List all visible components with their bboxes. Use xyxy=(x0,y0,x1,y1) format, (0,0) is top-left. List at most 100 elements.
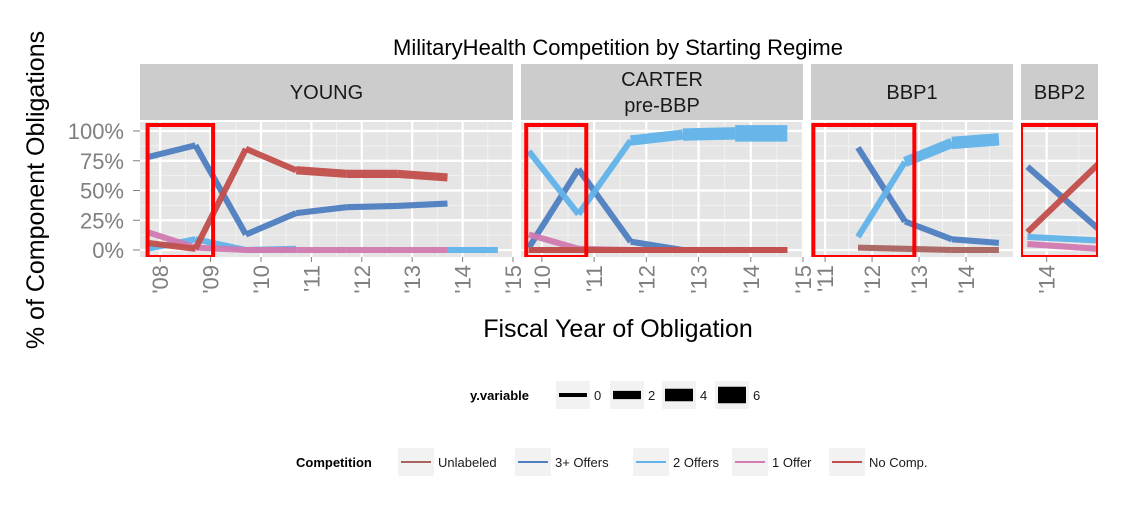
line-segment xyxy=(527,231,580,252)
legend-item-1-offer: 1 Offer xyxy=(732,448,812,476)
x-axis-young: '08 '09 '10 '11 '12 '13 '14 '15 xyxy=(148,257,526,294)
line-segment xyxy=(396,169,448,182)
color-legend-label: Unlabeled xyxy=(438,455,497,470)
line-segment xyxy=(147,239,196,252)
line-segment xyxy=(195,244,246,254)
size-legend-label: 2 xyxy=(648,388,655,403)
legend-item-2-offers: 2 Offers xyxy=(633,448,720,476)
size-legend: y.variable 0 2 4 6 xyxy=(470,381,760,409)
x-tick-label: '13 xyxy=(400,265,425,294)
panel-bbp1: BBP1 '11 '12 '13 '14 xyxy=(811,64,1013,294)
color-legend-label: 3+ Offers xyxy=(555,455,609,470)
line-segment xyxy=(295,166,347,178)
line-segment xyxy=(857,244,906,252)
line-segment xyxy=(904,245,953,254)
size-legend-title: y.variable xyxy=(470,388,529,403)
x-tick-label: '15 xyxy=(791,265,816,294)
y-axis-title: % of Component Obligations xyxy=(22,31,50,349)
series-no-comp xyxy=(1025,162,1098,235)
panel-plot-area xyxy=(1021,122,1098,257)
line-segment xyxy=(244,146,298,174)
size-legend-label: 4 xyxy=(700,388,707,403)
x-tick-label: '14 xyxy=(1035,265,1060,294)
y-tick-label: 25% xyxy=(80,208,124,233)
chart-title: MilitaryHealth Competition by Starting R… xyxy=(393,35,843,60)
line-segment xyxy=(1027,233,1098,244)
line-segment xyxy=(526,149,581,217)
x-tick-label: '12 xyxy=(350,265,375,294)
panel-plot-area xyxy=(140,122,513,257)
x-tick-label: '12 xyxy=(634,265,659,294)
strip-young xyxy=(140,64,513,120)
strip-bbp1 xyxy=(811,64,1013,120)
color-legend-label: 1 Offer xyxy=(772,455,812,470)
color-legend-title: Competition xyxy=(296,455,372,470)
x-tick-label: '10 xyxy=(530,265,555,294)
x-tick-label: '14 xyxy=(739,265,764,294)
x-tick-label: '09 xyxy=(199,265,224,294)
color-legend: Competition Unlabeled 3+ Offers 2 Offers 1 O… xyxy=(296,448,928,476)
legend-item-unlabeled: Unlabeled xyxy=(398,448,497,476)
line-segment xyxy=(396,200,448,210)
x-tick-label: '11 xyxy=(299,265,324,292)
highlight-box xyxy=(1021,123,1098,257)
y-tick-label: 50% xyxy=(80,179,124,204)
x-tick-label: '10 xyxy=(249,265,274,294)
x-axis-carter-pre-bbp: '10 '11 '12 '13 '14 '15 xyxy=(530,257,816,294)
series-1-offer xyxy=(146,229,448,254)
strip-label: BBP1 xyxy=(886,82,937,104)
x-tick-label: '13 xyxy=(687,265,712,294)
size-legend-label: 6 xyxy=(753,388,760,403)
y-tick-label: 75% xyxy=(80,149,124,174)
line-segment xyxy=(1027,241,1098,252)
highlight-box xyxy=(524,123,589,257)
strip-carter-pre-bbp xyxy=(521,64,803,120)
line-segment xyxy=(855,146,908,224)
legend-item-no-comp: No Comp. xyxy=(829,448,928,476)
x-tick-label: '11 xyxy=(813,265,838,292)
series-1-offer xyxy=(1027,241,1098,252)
panel-plot-area xyxy=(521,122,803,257)
x-axis-title: Fiscal Year of Obligation xyxy=(483,315,753,343)
x-tick-label: '11 xyxy=(582,265,607,292)
series-no-comp xyxy=(147,146,448,252)
color-legend-label: 2 Offers xyxy=(673,455,720,470)
line-segment xyxy=(146,142,197,161)
x-tick-label: '14 xyxy=(451,265,476,294)
y-tick-label: 0% xyxy=(92,238,124,263)
line-segment xyxy=(855,160,908,239)
highlight-box xyxy=(145,123,216,257)
strip-label-line: pre-BBP xyxy=(624,95,700,117)
line-segment xyxy=(630,129,684,146)
legend-item-3-offers: 3+ Offers xyxy=(515,448,609,476)
x-tick-label: '15 xyxy=(501,265,526,294)
size-legend-label: 0 xyxy=(594,388,601,403)
line-segment xyxy=(192,143,249,237)
y-tick-label: 100% xyxy=(68,119,124,144)
x-tick-label: '12 xyxy=(860,265,885,294)
strip-bbp2 xyxy=(1021,64,1098,120)
panel-young: YOUNG '08 '09 '10 '11 '12 '13 '14 '15 xyxy=(140,64,526,294)
series-3-offers xyxy=(146,142,448,238)
x-tick-label: '14 xyxy=(954,265,979,294)
series-2-offers xyxy=(526,125,788,217)
x-axis-bbp2: '14 xyxy=(1035,257,1060,294)
x-tick-label: '13 xyxy=(907,265,932,294)
x-axis-bbp1: '11 '12 '13 '14 xyxy=(813,257,979,294)
panel-plot-area xyxy=(811,122,1013,257)
y-axis: 0% 25% 50% 75% 100% xyxy=(68,119,140,263)
series-unlabeled xyxy=(857,244,999,254)
series-2-offers xyxy=(1027,233,1098,244)
facet-panels: YOUNG '08 '09 '10 '11 '12 '13 '14 '15 CARTER pre-B… xyxy=(140,64,1098,294)
line-segment xyxy=(244,210,298,238)
panel-carter-pre-bbp: CARTER pre-BBP '10 '11 '12 '13 '14 '15 xyxy=(521,64,816,294)
line-segment xyxy=(951,236,1000,246)
color-legend-label: No Comp. xyxy=(869,455,928,470)
panel-bbp2: BBP2 '14 xyxy=(1021,64,1098,294)
highlight-box xyxy=(811,123,917,257)
strip-label-line: CARTER xyxy=(621,69,703,91)
strip-label: BBP2 xyxy=(1034,82,1085,104)
line-segment xyxy=(295,204,348,217)
strip-label: YOUNG xyxy=(290,82,363,104)
